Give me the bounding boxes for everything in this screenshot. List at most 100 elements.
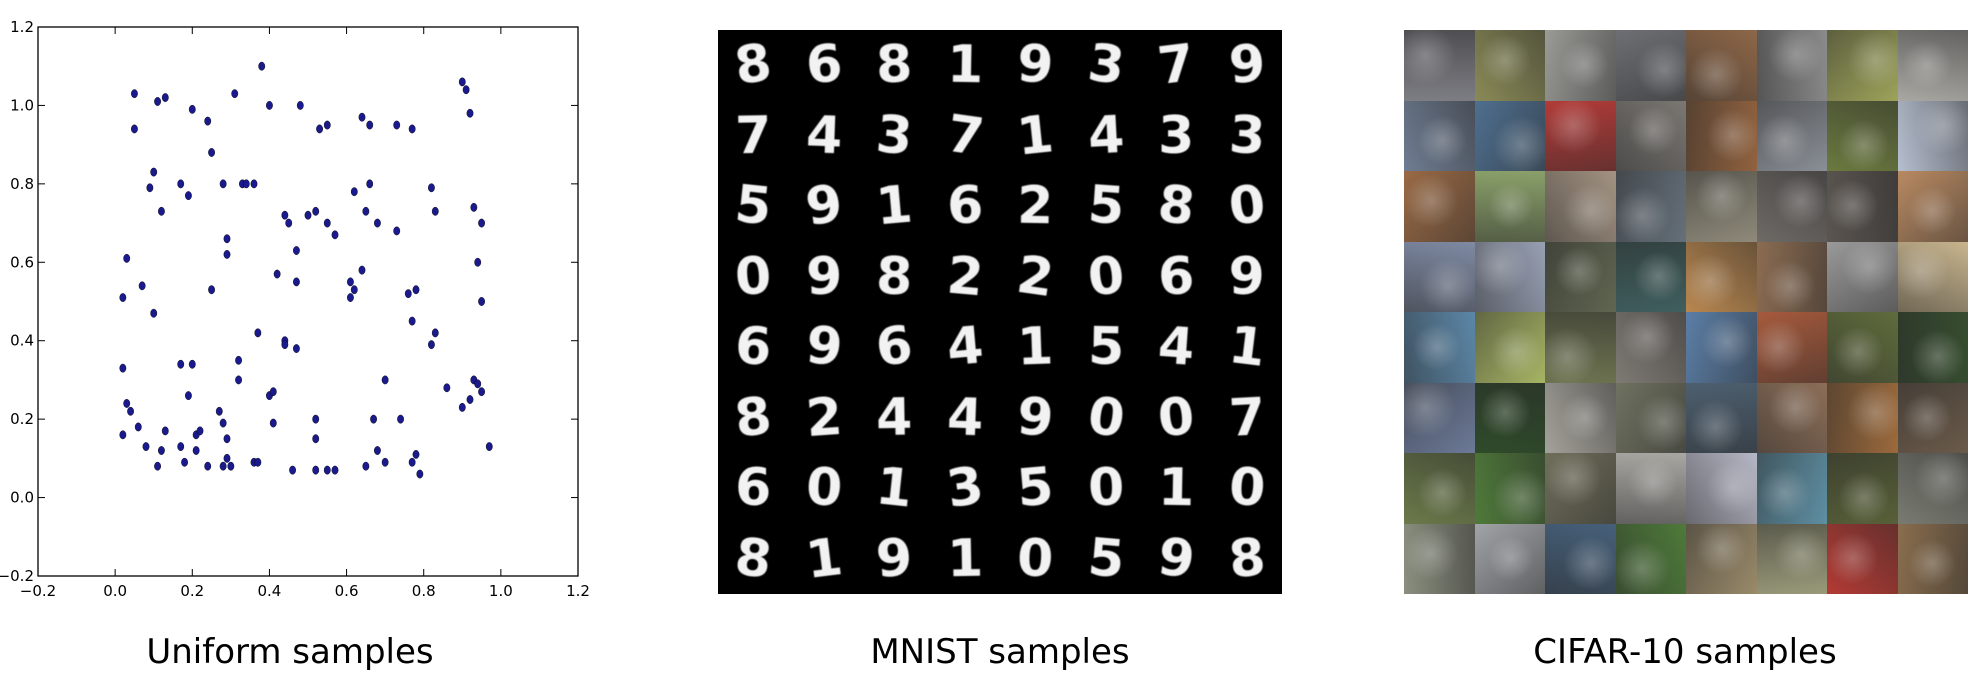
cifar-sample-image	[1615, 453, 1686, 524]
scatter-point	[293, 344, 300, 353]
scatter-point	[428, 183, 435, 193]
cifar-sample-image	[1404, 312, 1475, 383]
scatter-point	[131, 124, 138, 134]
mnist-digit: 3	[1227, 104, 1267, 167]
y-tick-label: 0.6	[10, 253, 34, 271]
scatter-point	[323, 120, 331, 130]
mnist-digit: 1	[1014, 104, 1057, 168]
scatter-point	[161, 93, 169, 102]
scatter-point	[381, 375, 389, 385]
cifar-sample-image	[1474, 100, 1545, 171]
y-tick-label: 0.4	[10, 332, 34, 350]
cifar-sample-image	[1474, 30, 1545, 101]
x-tick-label: 0.8	[412, 582, 436, 600]
scatter-point	[219, 461, 227, 471]
scatter-point	[134, 422, 142, 432]
cifar-sample-image	[1897, 241, 1968, 312]
cifar-sample-image	[1686, 171, 1757, 242]
mnist-digit: 1	[1016, 316, 1055, 378]
scatter-point	[485, 442, 493, 451]
cifar-sample-image	[1474, 453, 1545, 524]
cifar-sample-image	[1545, 100, 1616, 171]
scatter-point	[397, 414, 404, 424]
mnist-digit: 8	[875, 246, 914, 308]
scatter-point	[177, 359, 185, 369]
cifar-sample-image	[1897, 453, 1968, 524]
scatter-point	[196, 426, 204, 436]
mnist-digit: 0	[1155, 386, 1198, 450]
scatter-point	[466, 108, 474, 118]
scatter-point	[312, 206, 320, 216]
scatter-point	[462, 85, 470, 95]
scatter-point	[119, 430, 127, 440]
scatter-point	[374, 446, 381, 455]
scatter-point	[223, 453, 231, 463]
scatter-point	[258, 61, 266, 71]
cifar-sample-image	[1756, 30, 1827, 101]
cifar-sample-image	[1474, 382, 1545, 453]
mnist-digit: 2	[944, 245, 986, 309]
scatter-point	[293, 246, 300, 255]
scatter-point	[242, 179, 250, 189]
cifar-sample-image	[1474, 312, 1545, 383]
scatter-point	[204, 461, 212, 471]
cifar-sample-image	[1827, 453, 1898, 524]
cifar-sample-image	[1686, 523, 1757, 594]
scatter-point	[428, 340, 435, 350]
mnist-digit: 9	[805, 246, 843, 308]
cifar-sample-image	[1827, 30, 1898, 101]
scatter-point	[416, 469, 424, 479]
scatter-point	[192, 446, 200, 455]
mnist-digit: 6	[733, 316, 773, 379]
scatter-point	[347, 277, 354, 287]
scatter-point	[219, 179, 227, 189]
scatter-point	[323, 218, 331, 228]
scatter-point	[235, 355, 242, 365]
cifar-sample-image	[1615, 171, 1686, 242]
plot-frame	[37, 26, 579, 577]
scatter-point	[443, 383, 451, 393]
mnist-digit: 3	[1158, 105, 1195, 166]
scatter-point	[458, 402, 466, 412]
cifar-sample-image	[1474, 241, 1545, 312]
mnist-digit: 9	[1228, 246, 1265, 307]
mnist-digit: 0	[1086, 457, 1125, 519]
cifar-sample-image	[1827, 100, 1898, 171]
scatter-point	[293, 277, 300, 287]
scatter-point	[304, 210, 312, 220]
scatter-point	[250, 179, 258, 189]
cifar-sample-image	[1686, 453, 1757, 524]
cifar-sample-image	[1545, 312, 1616, 383]
scatter-point	[227, 461, 235, 471]
mnist-digit: 9	[1014, 386, 1056, 450]
cifar-sample-image	[1615, 312, 1686, 383]
mnist-digit: 0	[1016, 528, 1055, 590]
mnist-digit: 9	[1226, 34, 1267, 97]
mnist-digit: 7	[1154, 33, 1198, 98]
cifar-sample-image	[1897, 312, 1968, 383]
scatter-point	[358, 112, 366, 122]
mnist-digit: 4	[944, 315, 986, 379]
scatter-point	[266, 101, 273, 110]
cifar-sample-image	[1897, 171, 1968, 242]
cifar-sample-image	[1686, 241, 1757, 312]
scatter-point	[296, 101, 304, 110]
cifar-sample-image	[1686, 30, 1757, 101]
x-tick-label: 1.2	[566, 582, 590, 600]
scatter-point	[478, 387, 485, 397]
y-tick-label: 1.0	[10, 96, 34, 114]
scatter-point	[154, 461, 161, 471]
x-tick-label: 1.0	[489, 582, 513, 600]
scatter-point	[185, 391, 192, 401]
scatter-point	[474, 257, 482, 267]
scatter-point	[185, 191, 192, 201]
cifar-sample-image	[1615, 241, 1686, 312]
scatter-point	[254, 457, 262, 467]
x-tick-label: 0.0	[103, 582, 127, 600]
scatter-point	[281, 210, 289, 220]
cifar-sample-image	[1827, 382, 1898, 453]
scatter-point	[127, 406, 134, 416]
cifar-sample-image	[1756, 100, 1827, 171]
cifar-sample-image	[1404, 100, 1475, 171]
cifar-sample-image	[1615, 30, 1686, 101]
